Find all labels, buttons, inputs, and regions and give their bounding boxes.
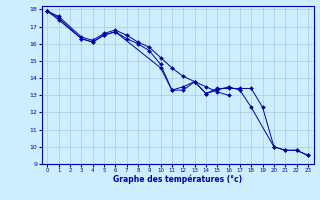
X-axis label: Graphe des températures (°c): Graphe des températures (°c) [113,175,242,184]
